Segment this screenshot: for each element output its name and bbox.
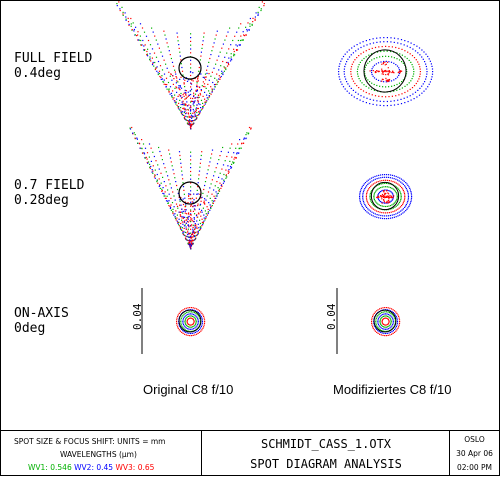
spot-modified-full-field-airy-disk <box>363 49 407 93</box>
column-label-modified: Modifiziertes C8 f/10 <box>333 382 452 397</box>
wavelength-list: WV1: 0.546 WV2: 0.45 WV3: 0.65 <box>28 463 154 472</box>
scale-label-modified: 0.04 <box>325 303 338 331</box>
wavelengths-title: WAVELENGTHS (μm) <box>60 450 137 459</box>
spot-original-on-axis-airy-disk <box>178 309 202 333</box>
file-name: SCHMIDT_CASS_1.OTX <box>260 437 392 451</box>
spot-diagram-canvas <box>116 1 434 354</box>
wv2-name: WV2: <box>74 463 94 472</box>
scale-label-original: 0.04 <box>131 303 144 331</box>
spot-original-07-field <box>129 126 252 250</box>
wv2-value: 0.45 <box>96 463 114 472</box>
spot-original-on-axis <box>176 307 206 337</box>
units-line: SPOT SIZE & FOCUS SHIFT: UNITS = mm <box>14 437 166 446</box>
row-label-on-axis: ON-AXIS 0deg <box>14 306 69 336</box>
spot-modified-07-field-airy-disk <box>370 181 400 211</box>
footer-title-cell: SCHMIDT_CASS_1.OTX SPOT DIAGRAM ANALYSIS <box>202 431 450 476</box>
wv3-value: 0.65 <box>137 463 155 472</box>
wv3-name: WV3: <box>115 463 136 472</box>
row-label-full-field: FULL FIELD 0.4deg <box>14 51 93 81</box>
date-text: 30 Apr 06 <box>456 449 493 458</box>
spot-modified-07-field <box>359 174 413 220</box>
spot-original-07-field-airy-disk <box>178 181 202 205</box>
spot-modified-on-axis <box>371 307 401 337</box>
wv1-name: WV1: <box>28 463 48 472</box>
analysis-title: SPOT DIAGRAM ANALYSIS <box>250 457 402 471</box>
column-label-original: Original C8 f/10 <box>143 382 234 397</box>
footer-info-block: SPOT SIZE & FOCUS SHIFT: UNITS = mm WAVE… <box>0 430 499 477</box>
wv1-value: 0.546 <box>50 463 72 472</box>
spot-modified-on-axis-airy-disk <box>373 309 397 333</box>
spot-original-full-field <box>116 1 265 130</box>
footer-meta-cell: OSLO 30 Apr 06 02:00 PM <box>450 431 499 476</box>
footer-units-cell: SPOT SIZE & FOCUS SHIFT: UNITS = mm WAVE… <box>0 431 202 476</box>
program-name: OSLO <box>464 435 485 444</box>
spot-modified-full-field <box>338 37 434 107</box>
row-label-07-field: 0.7 FIELD 0.28deg <box>14 178 85 208</box>
spot-original-full-field-airy-disk <box>178 56 202 80</box>
time-text: 02:00 PM <box>457 463 492 472</box>
